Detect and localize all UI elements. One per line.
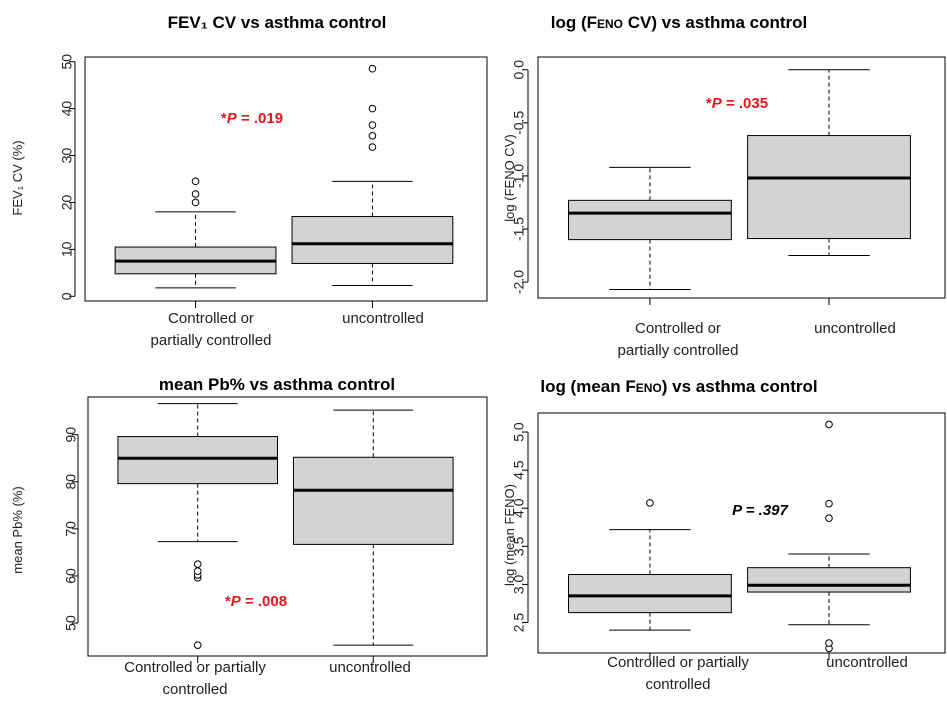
box-group <box>114 177 277 289</box>
box-group <box>291 64 454 287</box>
category-label: partially controlled <box>151 332 272 349</box>
p-value-annotation: *P = .019 <box>221 110 283 127</box>
category-label: controlled <box>162 681 227 698</box>
outlier-point <box>191 190 200 198</box>
y-tick-label: 80 <box>63 474 79 490</box>
box-group <box>747 69 911 257</box>
y-tick-label: 3.0 <box>511 574 527 594</box>
category-label: Controlled or partially <box>607 654 749 671</box>
y-tick-label: 30 <box>59 148 75 164</box>
y-tick-label: 40 <box>59 101 75 117</box>
y-tick-label: 0 <box>59 292 75 300</box>
iqr-box <box>117 436 279 485</box>
y-tick-label: 0.0 <box>511 60 527 80</box>
box-group <box>568 166 732 291</box>
category-label: partially controlled <box>618 342 739 359</box>
outlier-point <box>193 641 202 649</box>
iqr-box <box>292 456 454 545</box>
category-label: Controlled or <box>168 310 254 327</box>
y-tick-label: 60 <box>63 568 79 584</box>
category-label: uncontrolled <box>814 320 896 337</box>
y-tick-label: 20 <box>59 194 75 210</box>
iqr-box <box>291 216 454 264</box>
plot-frame <box>87 396 488 657</box>
y-axis-label: log (mean FENO) <box>502 484 517 586</box>
category-label: Controlled or <box>635 320 721 337</box>
category-label: uncontrolled <box>342 310 424 327</box>
y-tick-label: 3.5 <box>511 536 527 556</box>
y-tick-label: 5.0 <box>511 422 527 442</box>
y-tick-label: 90 <box>63 427 79 443</box>
chart-title: mean Pb% vs asthma control <box>159 375 395 394</box>
p-value-annotation: *P = .008 <box>225 593 287 610</box>
y-tick-label: -1.5 <box>511 217 527 241</box>
y-tick-label: 2.5 <box>511 613 527 633</box>
y-tick-label: 70 <box>63 521 79 537</box>
outlier-point <box>825 514 833 522</box>
iqr-box <box>747 567 911 593</box>
y-axis-label: mean Pb% (%) <box>10 486 25 573</box>
outlier-point <box>193 560 202 568</box>
box-group <box>117 403 279 649</box>
y-axis-label: log (FENO CV) <box>502 134 517 221</box>
box-group <box>747 420 911 653</box>
y-tick-label: 4.0 <box>511 498 527 518</box>
y-tick-label: 4.5 <box>511 460 527 480</box>
plot-frame <box>537 412 946 654</box>
chart-title: FEV₁ CV vs asthma control <box>168 13 387 32</box>
chart-title: log (FENO CV) vs asthma control <box>551 13 808 32</box>
p-value-annotation: P = .397 <box>732 502 788 519</box>
outlier-point <box>825 499 833 508</box>
outlier-point <box>825 639 833 647</box>
p-value-annotation: *P = .035 <box>706 95 768 112</box>
category-label: uncontrolled <box>329 659 411 676</box>
outlier-point <box>646 499 654 507</box>
category-label: Controlled or partially <box>124 659 266 676</box>
outlier-point <box>368 143 377 151</box>
outlier-point <box>191 198 200 207</box>
outlier-point <box>368 64 377 73</box>
y-axis-label: FEV₁ CV (%) <box>10 140 25 215</box>
y-tick-label: 50 <box>59 54 75 70</box>
outlier-point <box>191 177 200 186</box>
box-group <box>568 499 732 631</box>
outlier-point <box>368 104 377 113</box>
category-label: controlled <box>645 676 710 693</box>
outlier-point <box>368 132 377 140</box>
y-tick-label: -2.0 <box>511 270 527 294</box>
category-label: uncontrolled <box>826 654 908 671</box>
y-tick-label: 10 <box>59 241 75 257</box>
y-tick-label: -0.5 <box>511 111 527 135</box>
plot-frame <box>84 56 488 302</box>
iqr-box <box>568 199 732 241</box>
y-tick-label: 50 <box>63 615 79 631</box>
box-group <box>292 409 454 646</box>
outlier-point <box>193 567 202 576</box>
iqr-box <box>747 135 911 240</box>
y-tick-label: -1.0 <box>511 164 527 188</box>
chart-title: log (mean FENO) vs asthma control <box>540 377 817 396</box>
outlier-point <box>368 121 377 129</box>
iqr-box <box>568 574 732 614</box>
plot-frame <box>537 56 946 299</box>
outlier-point <box>825 420 833 429</box>
